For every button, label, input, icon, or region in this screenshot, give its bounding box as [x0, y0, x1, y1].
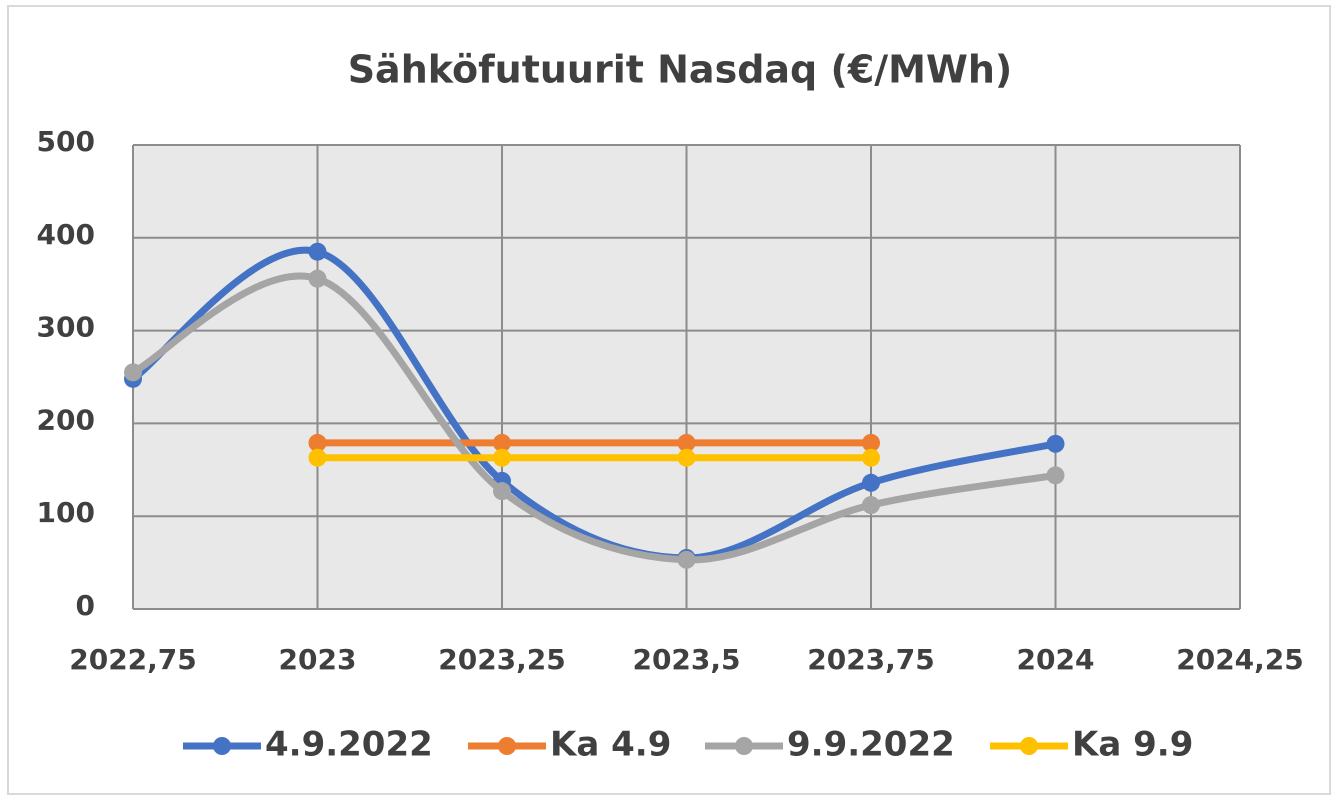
- legend-label: Ka 9.9: [1072, 725, 1193, 765]
- y-tick-label: 400: [37, 218, 95, 251]
- legend-marker: [498, 737, 516, 755]
- data-point: [493, 482, 511, 501]
- legend-label: 9.9.2022: [787, 725, 955, 765]
- data-point: [677, 448, 696, 467]
- data-point: [862, 473, 880, 492]
- data-point: [493, 448, 511, 467]
- x-tick-label: 2024: [1017, 643, 1095, 676]
- x-tick-label: 2022,75: [69, 643, 197, 676]
- y-tick-label: 100: [37, 496, 95, 529]
- data-point: [862, 496, 880, 515]
- data-point: [308, 448, 327, 467]
- data-point: [1046, 434, 1065, 453]
- legend-marker: [735, 737, 753, 755]
- data-point: [308, 269, 327, 288]
- data-point: [308, 242, 327, 261]
- y-tick-label: 300: [37, 311, 95, 344]
- data-point: [308, 433, 327, 452]
- legend-marker: [1020, 737, 1038, 755]
- data-point: [1046, 466, 1065, 485]
- x-tick-label: 2024,25: [1176, 643, 1304, 676]
- legend-label: 4.9.2022: [265, 725, 433, 765]
- data-point: [493, 433, 511, 452]
- x-tick-label: 2023,75: [807, 643, 935, 676]
- x-tick-label: 2023: [279, 643, 357, 676]
- y-tick-label: 0: [76, 589, 95, 622]
- legend-label: Ka 4.9: [550, 725, 671, 765]
- legend-marker: [213, 737, 231, 755]
- x-tick-label: 2023,5: [632, 643, 740, 676]
- data-point: [677, 433, 696, 452]
- data-point: [677, 550, 696, 569]
- chart-title: Sähköfutuurit Nasdaq (€/MWh): [348, 48, 1013, 92]
- data-point: [124, 363, 142, 382]
- y-tick-label: 500: [37, 125, 95, 158]
- x-tick-label: 2023,25: [438, 643, 566, 676]
- data-point: [862, 433, 880, 452]
- y-tick-label: 200: [37, 403, 95, 436]
- data-point: [862, 448, 880, 467]
